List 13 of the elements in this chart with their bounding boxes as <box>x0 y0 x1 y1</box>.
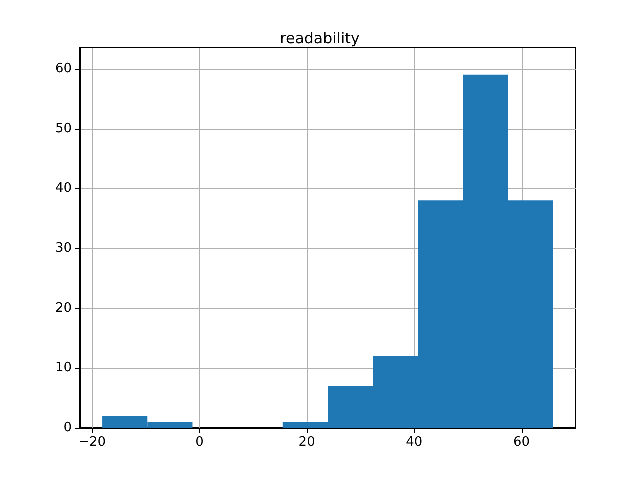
y-tick-label: 30 <box>55 240 72 256</box>
y-tick-label: 0 <box>64 420 72 436</box>
chart-title: readability <box>280 30 360 48</box>
x-tick-label: 0 <box>196 435 204 450</box>
y-tick-label: 60 <box>55 61 72 76</box>
y-tick-label: 40 <box>55 181 72 196</box>
y-tick-label: 20 <box>55 300 72 316</box>
x-tick-label: 40 <box>406 435 423 450</box>
x-tick-label: 20 <box>298 435 316 450</box>
x-tick-label: −20 <box>78 435 106 450</box>
x-tick-label: 60 <box>514 435 530 450</box>
y-tick-label: 10 <box>55 360 72 376</box>
y-tick-label: 50 <box>55 121 72 136</box>
